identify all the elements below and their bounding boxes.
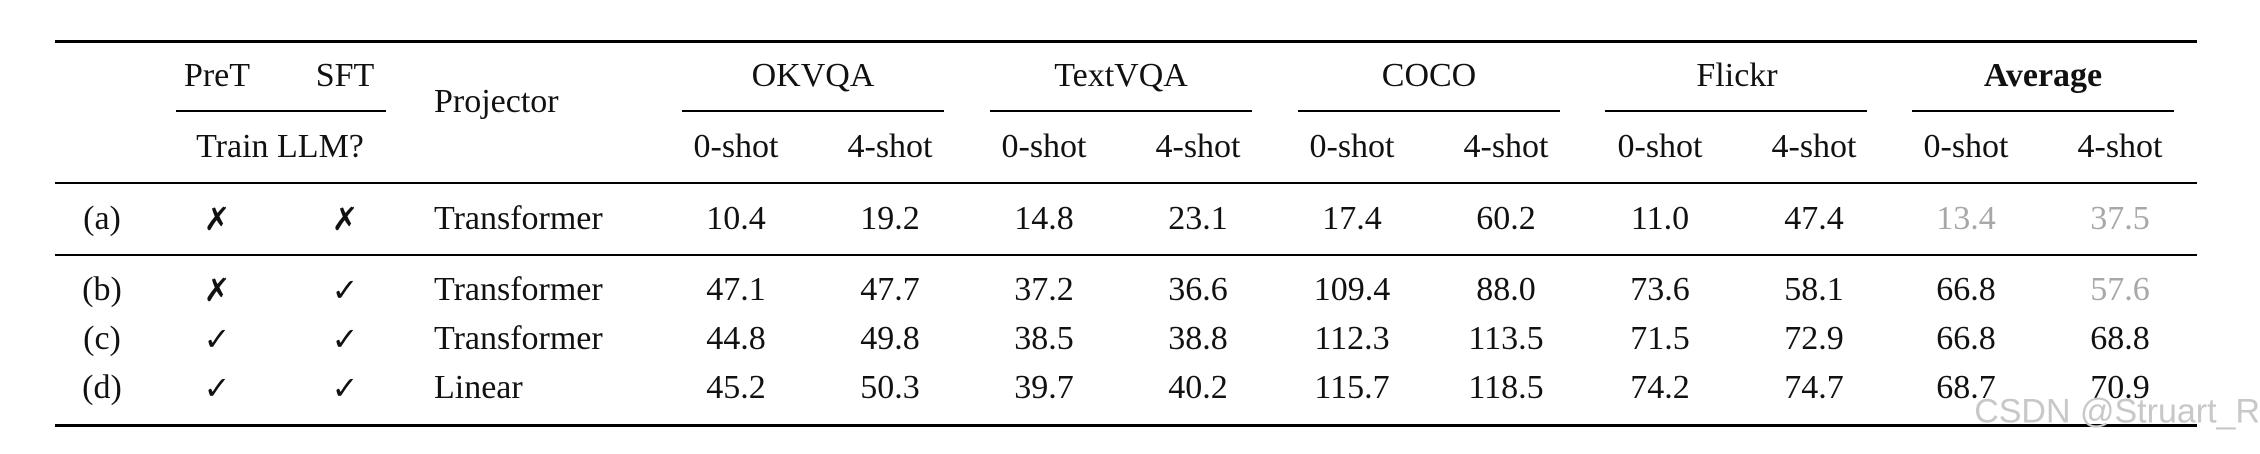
row-d-pret-mark: ✓ bbox=[203, 369, 231, 407]
header-shot-flickr-4: 4-shot bbox=[1771, 128, 1857, 165]
row-a-sft-mark: ✗ bbox=[331, 200, 359, 238]
row-b-value-0: 47.1 bbox=[706, 271, 766, 308]
row-b-pret-mark: ✗ bbox=[203, 271, 231, 309]
header-group-okvqa: OKVQA bbox=[751, 57, 875, 94]
row-a-value-8: 13.4 bbox=[1936, 200, 1996, 237]
row-b-value-2: 37.2 bbox=[1014, 271, 1074, 308]
header-pret: PreT bbox=[183, 57, 251, 94]
row-a-value-4: 17.4 bbox=[1322, 200, 1382, 237]
header-shot-okvqa-0: 0-shot bbox=[693, 128, 779, 165]
row-b-value-5: 88.0 bbox=[1476, 271, 1536, 308]
header-rule bbox=[55, 182, 2197, 184]
row-a-value-9: 37.5 bbox=[2090, 200, 2150, 237]
row-d-value-6: 74.2 bbox=[1630, 369, 1690, 406]
header-shot-textvqa-0: 0-shot bbox=[1001, 128, 1087, 165]
row-c-value-2: 38.5 bbox=[1014, 320, 1074, 357]
row-a-id: (a) bbox=[83, 200, 121, 237]
row-c-value-5: 113.5 bbox=[1468, 320, 1544, 357]
watermark: CSDN @Struart_R bbox=[1974, 392, 2260, 431]
cmidrule-flickr bbox=[1605, 110, 1867, 112]
header-train-llm: Train LLM? bbox=[196, 128, 364, 165]
row-d-value-4: 115.7 bbox=[1314, 369, 1390, 406]
row-c-value-4: 112.3 bbox=[1314, 320, 1390, 357]
bottom-rule bbox=[55, 424, 2197, 427]
row-d-value-8: 68.7 bbox=[1936, 369, 1996, 406]
row-c-sft-mark: ✓ bbox=[331, 320, 359, 358]
row-a-value-2: 14.8 bbox=[1014, 200, 1074, 237]
header-group-average: Average bbox=[1983, 57, 2103, 94]
row-a-value-6: 11.0 bbox=[1630, 200, 1690, 237]
row-c-value-1: 49.8 bbox=[860, 320, 920, 357]
header-projector: Projector bbox=[434, 83, 559, 120]
header-shot-coco-4: 4-shot bbox=[1463, 128, 1549, 165]
row-a-value-3: 23.1 bbox=[1168, 200, 1228, 237]
row-c-value-9: 68.8 bbox=[2090, 320, 2150, 357]
row-b-value-4: 109.4 bbox=[1313, 271, 1391, 308]
header-shot-okvqa-4: 4-shot bbox=[847, 128, 933, 165]
row-d-value-3: 40.2 bbox=[1168, 369, 1228, 406]
header-shot-flickr-0: 0-shot bbox=[1617, 128, 1703, 165]
row-a-value-5: 60.2 bbox=[1476, 200, 1536, 237]
cmidrule-okvqa bbox=[682, 110, 944, 112]
row-c-value-7: 72.9 bbox=[1784, 320, 1844, 357]
row-c-projector: Transformer bbox=[434, 320, 603, 357]
row-d-value-2: 39.7 bbox=[1014, 369, 1074, 406]
row-a-value-7: 47.4 bbox=[1784, 200, 1844, 237]
row-d-value-9: 70.9 bbox=[2090, 369, 2150, 406]
row-b-value-7: 58.1 bbox=[1784, 271, 1844, 308]
cmidrule-average bbox=[1912, 110, 2174, 112]
row-a-value-1: 19.2 bbox=[860, 200, 920, 237]
row-d-value-0: 45.2 bbox=[706, 369, 766, 406]
row-b-value-9: 57.6 bbox=[2090, 271, 2150, 308]
row-b-projector: Transformer bbox=[434, 271, 603, 308]
row-d-value-1: 50.3 bbox=[860, 369, 920, 406]
header-shot-textvqa-4: 4-shot bbox=[1155, 128, 1241, 165]
header-group-coco: COCO bbox=[1381, 57, 1477, 94]
row-c-value-6: 71.5 bbox=[1630, 320, 1690, 357]
header-shot-average-4: 4-shot bbox=[2077, 128, 2163, 165]
row-c-value-0: 44.8 bbox=[706, 320, 766, 357]
header-sft: SFT bbox=[315, 57, 375, 94]
header-shot-coco-0: 0-shot bbox=[1309, 128, 1395, 165]
row-a-projector: Transformer bbox=[434, 200, 603, 237]
pret-sft-cmidrule bbox=[176, 110, 386, 112]
row-d-projector: Linear bbox=[434, 369, 523, 406]
header-group-flickr: Flickr bbox=[1696, 57, 1778, 94]
row-d-id: (d) bbox=[82, 369, 122, 406]
row-c-pret-mark: ✓ bbox=[203, 320, 231, 358]
row-c-value-8: 66.8 bbox=[1936, 320, 1996, 357]
cmidrule-textvqa bbox=[990, 110, 1252, 112]
row-d-value-5: 118.5 bbox=[1468, 369, 1544, 406]
header-group-textvqa: TextVQA bbox=[1054, 57, 1188, 94]
row-c-value-3: 38.8 bbox=[1168, 320, 1228, 357]
row-b-id: (b) bbox=[82, 271, 122, 308]
row-b-value-3: 36.6 bbox=[1168, 271, 1228, 308]
row-a-separator-rule bbox=[55, 254, 2197, 256]
header-shot-average-0: 0-shot bbox=[1923, 128, 2009, 165]
row-a-pret-mark: ✗ bbox=[203, 200, 231, 238]
row-b-value-6: 73.6 bbox=[1630, 271, 1690, 308]
row-b-sft-mark: ✓ bbox=[331, 271, 359, 309]
cmidrule-coco bbox=[1298, 110, 1560, 112]
row-b-value-8: 66.8 bbox=[1936, 271, 1996, 308]
row-c-id: (c) bbox=[83, 320, 121, 357]
row-d-sft-mark: ✓ bbox=[331, 369, 359, 407]
row-d-value-7: 74.7 bbox=[1784, 369, 1844, 406]
row-a-value-0: 10.4 bbox=[706, 200, 766, 237]
top-rule bbox=[55, 40, 2197, 43]
row-b-value-1: 47.7 bbox=[860, 271, 920, 308]
